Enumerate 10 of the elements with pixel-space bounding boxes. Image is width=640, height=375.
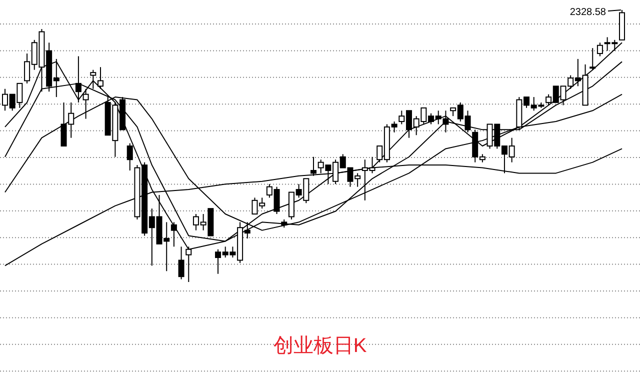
candlestick bbox=[596, 42, 603, 57]
candlestick bbox=[97, 66, 104, 90]
candlestick bbox=[170, 222, 177, 248]
candlestick bbox=[126, 142, 133, 171]
candlestick bbox=[90, 69, 96, 90]
candlestick bbox=[590, 48, 596, 70]
annotation: 2328.58 bbox=[570, 7, 606, 18]
text: 创业板日K bbox=[273, 335, 368, 357]
candlestick bbox=[178, 246, 184, 280]
candlestick bbox=[310, 156, 316, 176]
